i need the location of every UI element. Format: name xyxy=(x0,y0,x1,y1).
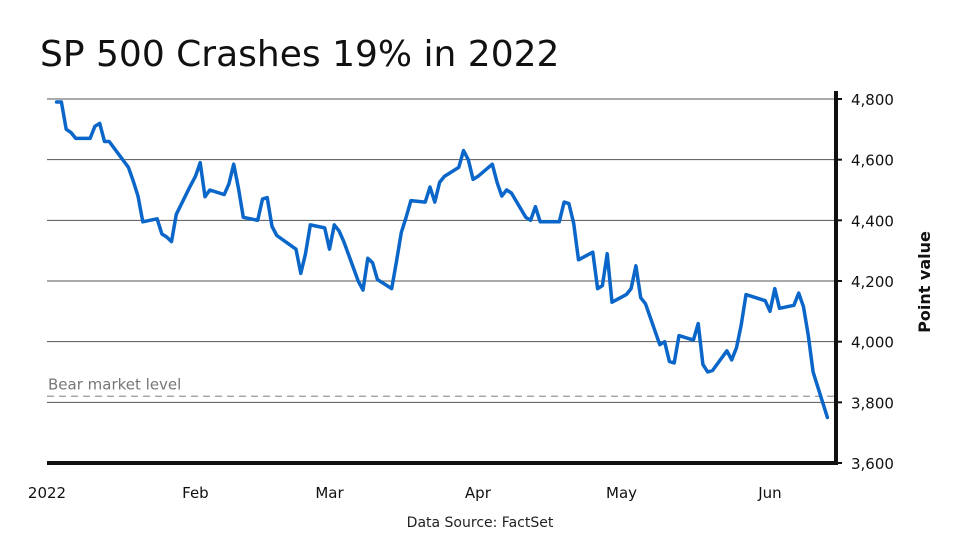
x-tick-label: 2022 xyxy=(28,484,66,502)
series-layer xyxy=(54,100,830,420)
series-line xyxy=(54,100,830,420)
gridlines xyxy=(47,98,836,403)
bear-market-label: Bear market level xyxy=(48,375,181,393)
y-axis-label: Point value xyxy=(915,231,934,333)
y-tick-label: 4,600 xyxy=(851,152,894,170)
y-tick-label: 3,600 xyxy=(851,455,894,473)
x-tick-label: Jun xyxy=(757,484,781,502)
axis-layer: 4,800 4,600 4,400 4,200 4,000 3,800 3,600 2022 F… xyxy=(28,91,894,502)
y-tick-label: 4,000 xyxy=(851,334,894,352)
x-tick-label: Feb xyxy=(182,484,209,502)
y-tick-label: 4,800 xyxy=(851,91,894,109)
y-tick-label: 4,200 xyxy=(851,273,894,291)
chart-title: SP 500 Crashes 19% in 2022 xyxy=(40,34,559,75)
x-tick-label: May xyxy=(606,484,637,502)
annotation-layer: Bear market level xyxy=(47,375,836,397)
y-tick-label: 3,800 xyxy=(851,394,894,412)
source-note: Data Source: FactSet xyxy=(407,515,554,531)
x-tick-label: Mar xyxy=(315,484,344,502)
y-tick-label: 4,400 xyxy=(851,212,894,230)
x-tick-label: Apr xyxy=(465,484,492,502)
